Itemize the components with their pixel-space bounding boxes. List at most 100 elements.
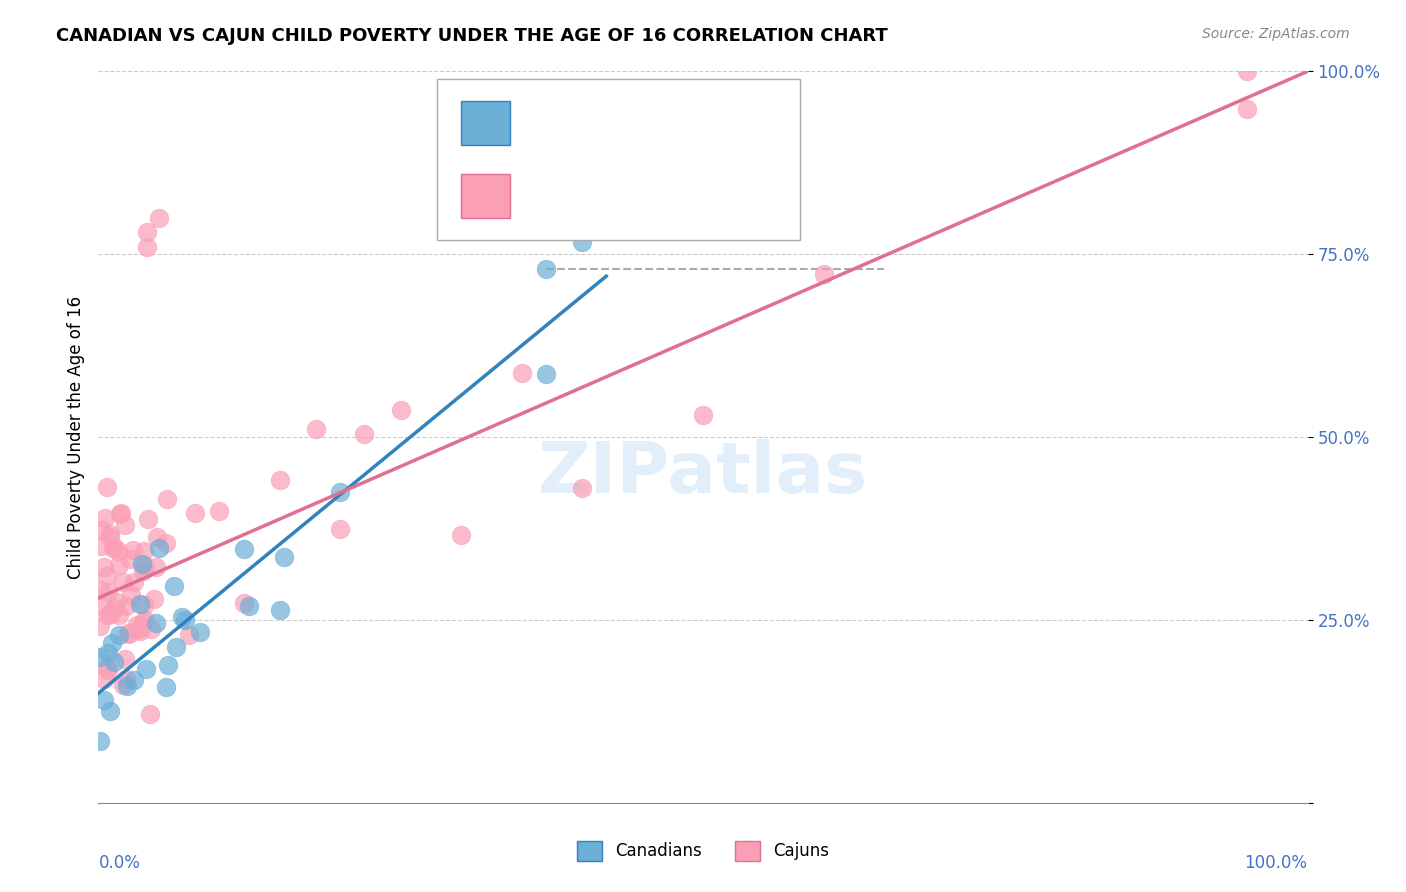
Point <box>94 511 117 525</box>
Point <box>110 506 132 520</box>
Point <box>329 485 352 500</box>
Point <box>145 560 167 574</box>
Point <box>389 403 412 417</box>
Point <box>571 235 593 249</box>
Point <box>534 367 557 381</box>
Point <box>155 680 177 694</box>
Point <box>117 626 139 640</box>
Point <box>571 481 593 495</box>
Point <box>132 544 155 558</box>
Point <box>132 564 155 578</box>
Text: R = 0.644   N = 31: R = 0.644 N = 31 <box>527 106 711 124</box>
Point <box>89 734 111 748</box>
Point <box>87 650 110 665</box>
Point <box>134 613 156 627</box>
Point <box>269 474 291 488</box>
Point <box>813 267 835 281</box>
Point <box>112 575 135 590</box>
Text: 100.0%: 100.0% <box>1244 854 1308 872</box>
Point <box>108 508 131 522</box>
Point <box>510 366 533 380</box>
Point <box>132 599 155 613</box>
Point <box>146 530 169 544</box>
Point <box>93 600 115 615</box>
Point <box>98 530 121 544</box>
Point <box>450 528 472 542</box>
Point <box>163 579 186 593</box>
Point <box>142 591 165 606</box>
Point <box>238 599 260 613</box>
Point <box>114 652 136 666</box>
Point <box>100 607 122 621</box>
Point <box>135 663 157 677</box>
Point <box>108 628 131 642</box>
Point <box>125 618 148 632</box>
FancyBboxPatch shape <box>437 78 800 240</box>
Point <box>122 575 145 590</box>
Point <box>692 200 714 214</box>
Point <box>108 558 131 573</box>
Point <box>96 568 118 582</box>
Point <box>170 609 193 624</box>
Point <box>273 549 295 564</box>
Point <box>93 693 115 707</box>
Y-axis label: Child Poverty Under the Age of 16: Child Poverty Under the Age of 16 <box>66 295 84 579</box>
Point <box>89 619 111 633</box>
Point <box>173 614 195 628</box>
FancyBboxPatch shape <box>461 174 509 218</box>
Point <box>97 646 120 660</box>
Point <box>135 240 157 254</box>
Point <box>91 523 114 537</box>
Point <box>97 607 120 622</box>
Point <box>129 624 152 638</box>
Point <box>115 672 138 686</box>
Point <box>136 512 159 526</box>
Point <box>145 616 167 631</box>
Point <box>114 517 136 532</box>
Point <box>93 560 115 574</box>
Point <box>232 542 254 557</box>
Point <box>148 211 170 225</box>
Point <box>112 678 135 692</box>
Point <box>141 622 163 636</box>
Point <box>155 536 177 550</box>
Point <box>89 540 111 554</box>
Point <box>1236 64 1258 78</box>
Point <box>534 261 557 276</box>
Text: R = 0.554   N = 74: R = 0.554 N = 74 <box>527 186 711 204</box>
Point <box>97 663 120 677</box>
Point <box>208 504 231 518</box>
Point <box>184 506 207 520</box>
Point <box>353 427 375 442</box>
Point <box>108 608 131 623</box>
Point <box>232 596 254 610</box>
Point <box>122 673 145 687</box>
Point <box>188 625 211 640</box>
Point <box>1236 103 1258 117</box>
Point <box>157 658 180 673</box>
Point <box>105 595 128 609</box>
Point <box>98 704 121 718</box>
Point <box>148 541 170 555</box>
Point <box>103 655 125 669</box>
Text: ZIPatlas: ZIPatlas <box>538 439 868 508</box>
Point <box>129 597 152 611</box>
Point <box>177 628 200 642</box>
Text: Source: ZipAtlas.com: Source: ZipAtlas.com <box>1202 27 1350 41</box>
Point <box>121 543 143 558</box>
Point <box>97 585 120 599</box>
Point <box>138 707 160 722</box>
Text: CANADIAN VS CAJUN CHILD POVERTY UNDER THE AGE OF 16 CORRELATION CHART: CANADIAN VS CAJUN CHILD POVERTY UNDER TH… <box>56 27 889 45</box>
Point <box>114 599 136 614</box>
Point <box>156 491 179 506</box>
Point <box>127 622 149 636</box>
Point <box>305 422 328 436</box>
Text: 0.0%: 0.0% <box>98 854 141 872</box>
Point <box>93 672 115 686</box>
Point <box>120 552 142 566</box>
Point <box>100 636 122 650</box>
Legend: Canadians, Cajuns: Canadians, Cajuns <box>569 834 837 868</box>
Point <box>115 679 138 693</box>
Point <box>96 480 118 494</box>
Point <box>101 541 124 555</box>
